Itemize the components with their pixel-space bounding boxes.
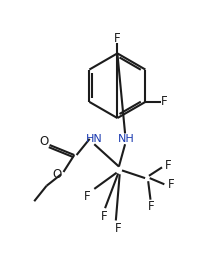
- Text: F: F: [148, 200, 155, 213]
- Text: NH: NH: [118, 134, 135, 144]
- Text: F: F: [165, 159, 172, 172]
- Text: F: F: [114, 32, 121, 45]
- Text: O: O: [53, 168, 62, 181]
- Text: HN: HN: [86, 134, 103, 144]
- Text: F: F: [168, 178, 175, 191]
- Text: F: F: [84, 190, 91, 203]
- Text: F: F: [115, 222, 121, 235]
- Text: O: O: [40, 135, 49, 148]
- Text: F: F: [101, 210, 108, 223]
- Text: F: F: [161, 95, 168, 108]
